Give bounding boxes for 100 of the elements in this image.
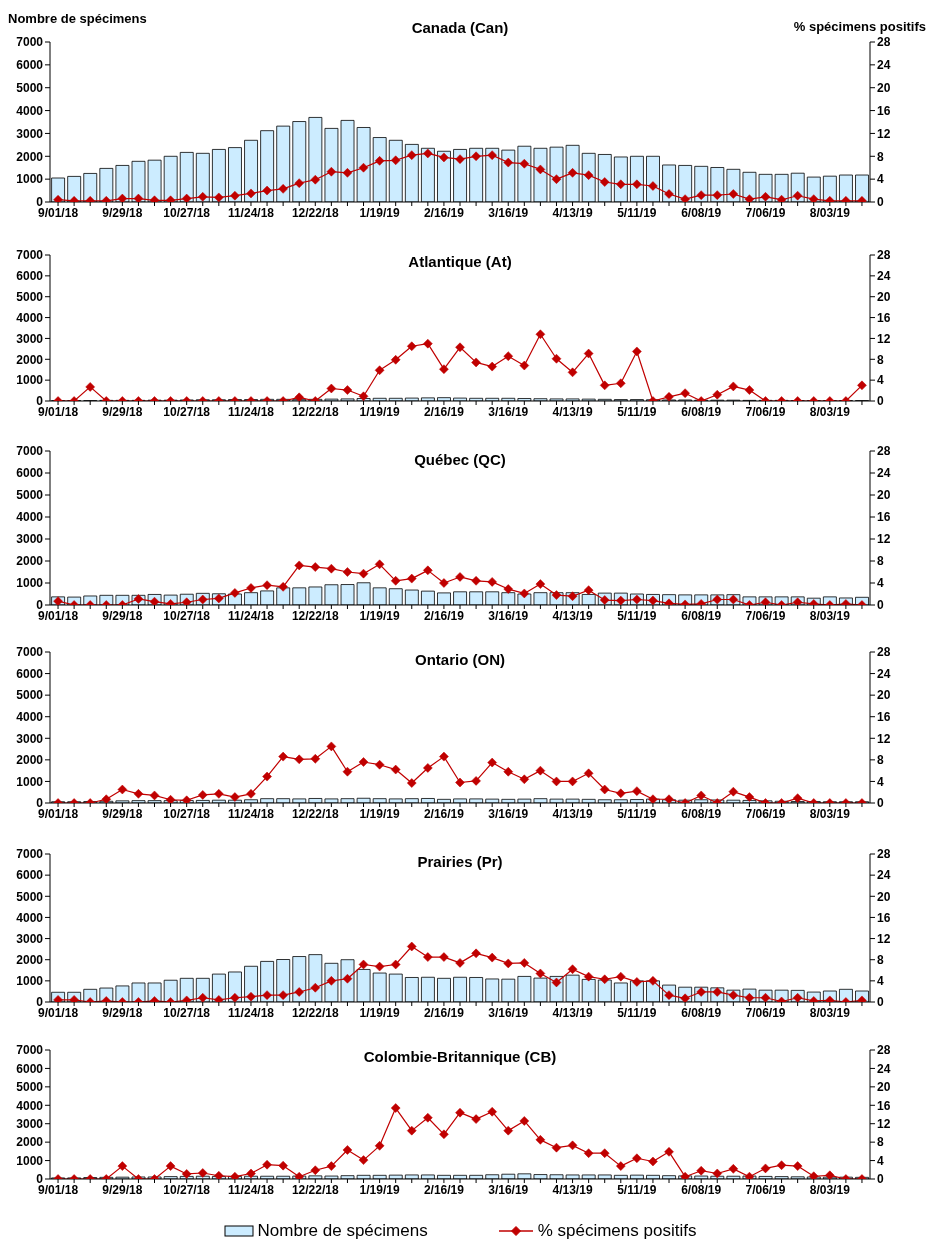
x-tick-label: 8/03/19: [809, 1005, 851, 1020]
legend-label: % spécimens positifs: [537, 1221, 697, 1241]
y-tick-label: 7000: [16, 645, 44, 660]
x-tick-label: 5/11/19: [617, 806, 657, 821]
y-tick-label: 6000: [16, 868, 44, 883]
y2-tick-label: 28: [877, 35, 891, 50]
x-tick-label: 6/08/19: [681, 205, 722, 220]
x-tick-label: 10/27/18: [163, 404, 211, 419]
y2-tick-label: 12: [877, 126, 891, 141]
y2-tick-label: 24: [877, 269, 891, 284]
x-tick-label: 2/16/19: [423, 608, 465, 623]
y-tick-label: 1000: [16, 1153, 44, 1168]
y-tick-label: 4000: [16, 910, 44, 925]
y2-tick-label: 20: [877, 688, 891, 703]
x-tick-label: 3/16/19: [488, 205, 529, 220]
x-tick-label: 8/03/19: [809, 608, 851, 623]
x-tick-label: 12/22/18: [291, 404, 339, 419]
x-tick-label: 9/29/18: [102, 205, 143, 220]
y-tick-label: 7000: [16, 847, 44, 862]
x-tick-label: 5/11/19: [617, 205, 657, 220]
y2-tick-label: 20: [877, 289, 891, 304]
y-tick-label: 1000: [16, 576, 44, 591]
y2-tick-label: 8: [877, 952, 884, 967]
y-tick-label: 3000: [16, 931, 44, 946]
y-tick-label: 2000: [16, 554, 44, 569]
y2-tick-label: 24: [877, 868, 891, 883]
y-tick-label: 5000: [16, 488, 44, 503]
x-tick-label: 12/22/18: [291, 205, 339, 220]
y2-tick-label: 28: [877, 847, 891, 862]
x-tick-label: 6/08/19: [681, 608, 722, 623]
x-tick-label: 3/16/19: [488, 806, 529, 821]
y-tick-label: 5000: [16, 80, 44, 95]
y2-tick-label: 20: [877, 488, 891, 503]
y2-tick-label: 4: [877, 1153, 884, 1168]
y2-tick-label: 16: [877, 910, 891, 925]
x-tick-label: 6/08/19: [681, 404, 722, 419]
y2-tick-label: 12: [877, 1116, 891, 1131]
x-tick-label: 3/16/19: [488, 1182, 529, 1197]
x-tick-label: 12/22/18: [291, 608, 339, 623]
y-tick-label: 2000: [16, 753, 44, 768]
y-tick-label: 6000: [16, 269, 44, 284]
x-tick-label: 1/19/19: [359, 1182, 400, 1197]
x-tick-label: 12/22/18: [291, 806, 339, 821]
x-tick-label: 11/24/18: [227, 404, 275, 419]
y-tick-label: 7000: [16, 248, 44, 263]
x-tick-label: 4/13/19: [552, 404, 593, 419]
x-tick-label: 9/29/18: [102, 608, 143, 623]
x-tick-label: 11/24/18: [227, 806, 275, 821]
chart-title: Prairies (Pr): [416, 853, 504, 871]
x-tick-label: 4/13/19: [552, 806, 593, 821]
y-tick-label: 2000: [16, 1135, 44, 1150]
x-tick-label: 9/01/18: [38, 1182, 79, 1197]
chart-title: Atlantique (At): [407, 253, 513, 271]
y2-tick-label: 16: [877, 510, 891, 525]
y-tick-label: 1000: [16, 974, 44, 989]
chart-title: Colombie-Britannique (CB): [362, 1048, 558, 1066]
x-tick-label: 10/27/18: [163, 1005, 211, 1020]
y-tick-label: 4000: [16, 709, 44, 724]
y-tick-label: 6000: [16, 666, 44, 681]
y2-tick-label: 0: [877, 995, 884, 1010]
x-tick-label: 2/16/19: [423, 1182, 465, 1197]
x-tick-label: 1/19/19: [359, 608, 400, 623]
x-tick-label: 8/03/19: [809, 1182, 851, 1197]
x-tick-label: 9/29/18: [102, 404, 143, 419]
y2-tick-label: 16: [877, 709, 891, 724]
y-tick-label: 4000: [16, 310, 44, 325]
x-tick-label: 3/16/19: [488, 404, 529, 419]
x-tick-label: 10/27/18: [163, 806, 211, 821]
x-tick-label: 12/22/18: [291, 1005, 339, 1020]
x-tick-label: 5/11/19: [617, 1182, 657, 1197]
legend-label: Nombre de spécimens: [257, 1221, 428, 1241]
y2-tick-label: 16: [877, 1098, 891, 1113]
x-tick-label: 9/01/18: [38, 608, 79, 623]
x-tick-label: 2/16/19: [423, 404, 465, 419]
y2-tick-label: 12: [877, 532, 891, 547]
y2-tick-label: 4: [877, 974, 884, 989]
y-tick-label: 5000: [16, 1080, 44, 1095]
y2-tick-label: 8: [877, 753, 884, 768]
x-tick-label: 9/01/18: [38, 806, 79, 821]
x-tick-label: 4/13/19: [552, 608, 593, 623]
x-tick-label: 6/08/19: [681, 1182, 722, 1197]
y-tick-label: 2000: [16, 952, 44, 967]
y2-tick-label: 4: [877, 774, 884, 789]
y2-tick-label: 16: [877, 310, 891, 325]
y2-tick-label: 12: [877, 331, 891, 346]
x-tick-label: 9/01/18: [38, 205, 79, 220]
x-tick-label: 5/11/19: [617, 404, 657, 419]
x-tick-label: 10/27/18: [163, 1182, 211, 1197]
x-tick-label: 4/13/19: [552, 1005, 593, 1020]
y2-tick-label: 28: [877, 645, 891, 660]
x-tick-label: 7/06/19: [745, 806, 786, 821]
y2-tick-label: 12: [877, 931, 891, 946]
x-tick-label: 2/16/19: [423, 1005, 465, 1020]
y2-axis-title: % spécimens positifs: [793, 19, 926, 35]
x-tick-label: 5/11/19: [617, 1005, 657, 1020]
y-tick-label: 6000: [16, 1061, 44, 1076]
x-tick-label: 11/24/18: [227, 608, 275, 623]
x-tick-label: 11/24/18: [227, 205, 275, 220]
y2-tick-label: 0: [877, 796, 884, 811]
x-tick-label: 8/03/19: [809, 205, 851, 220]
